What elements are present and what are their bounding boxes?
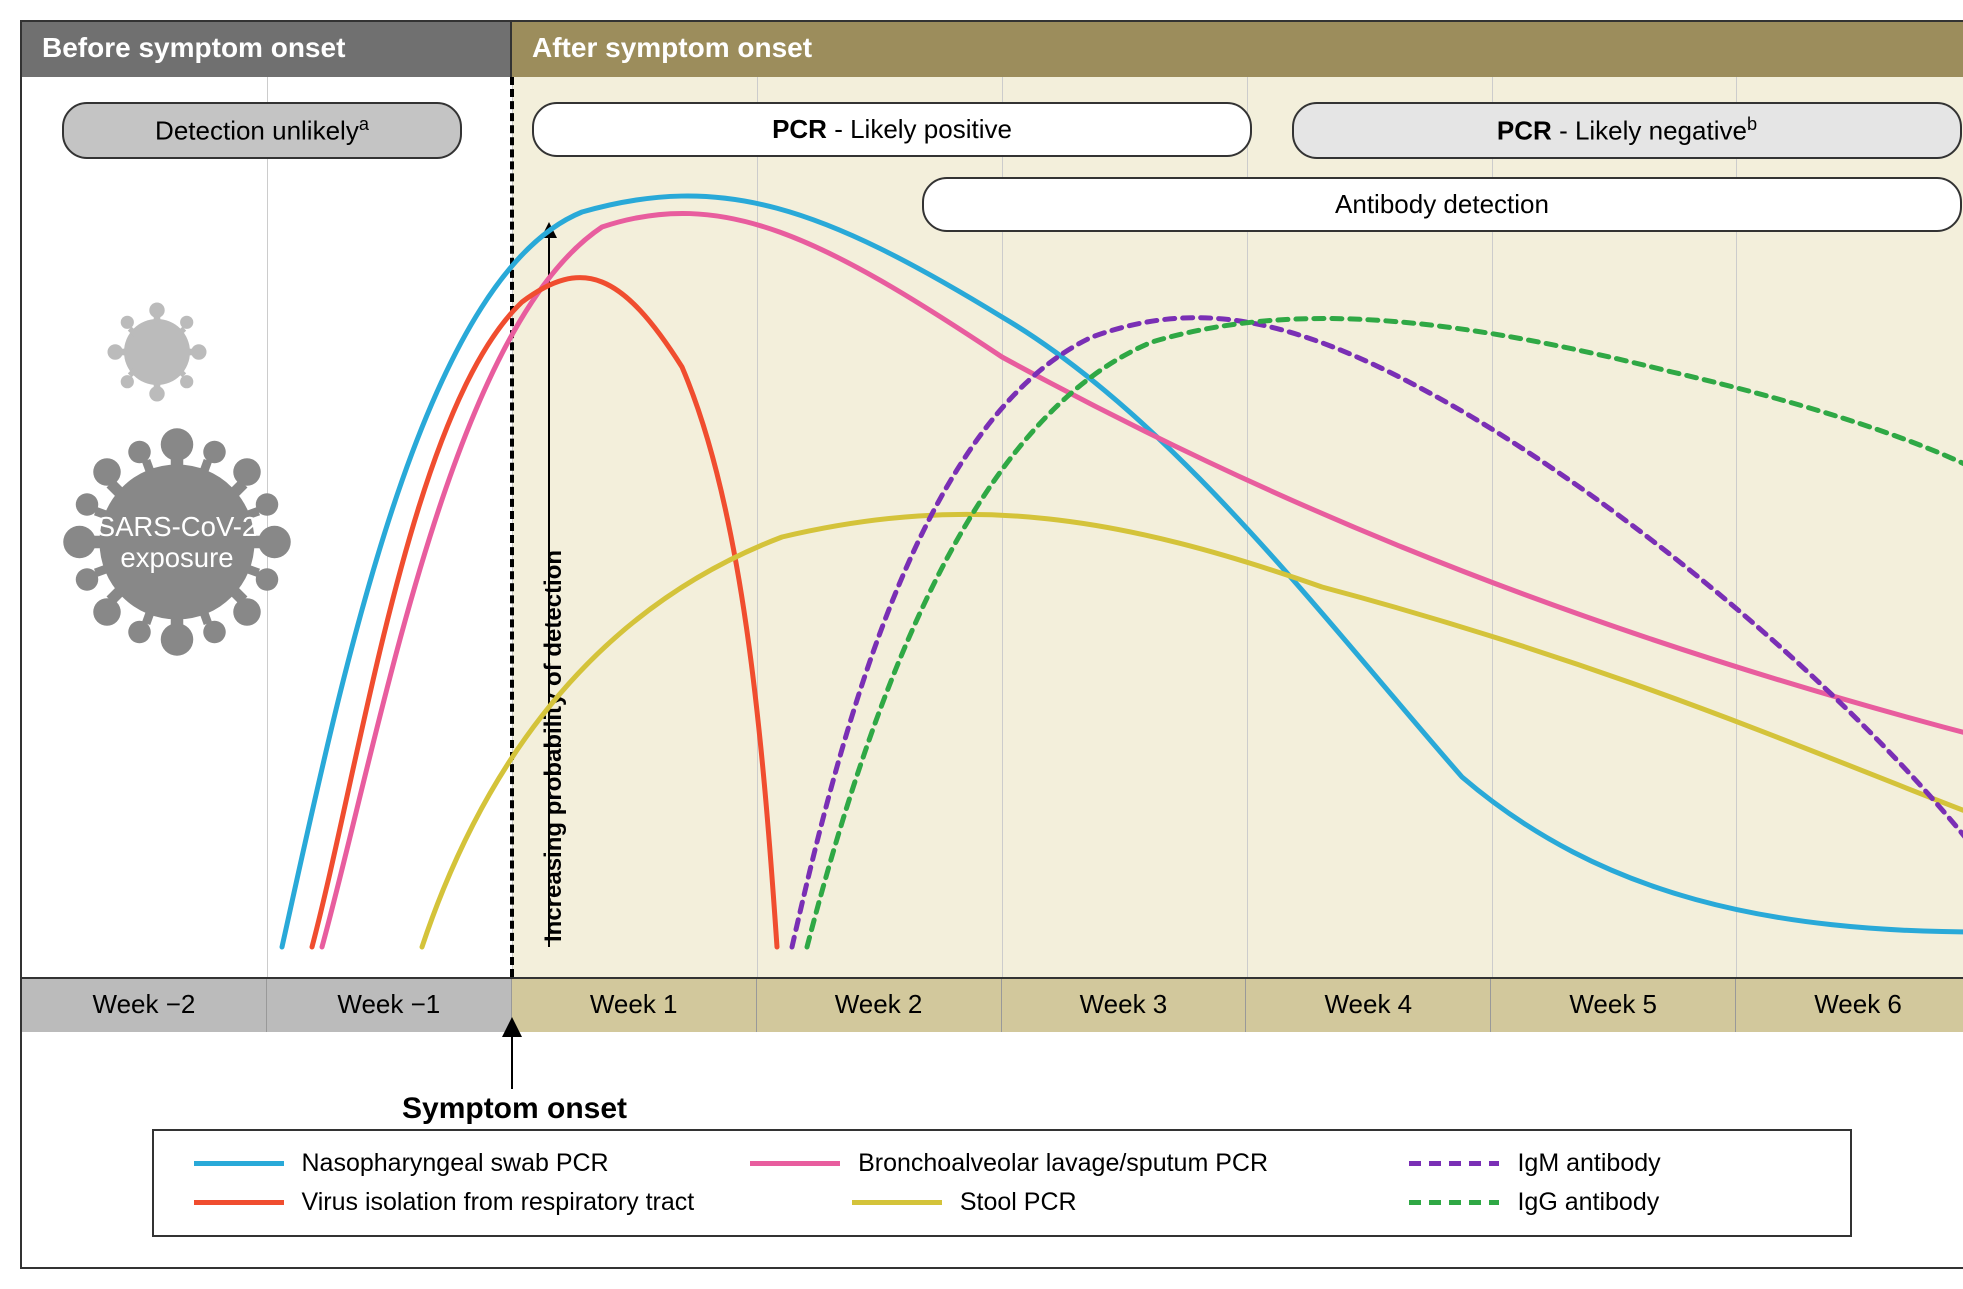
week-cell: Week −2: [22, 979, 267, 1032]
legend-swatch: [1409, 1161, 1499, 1166]
week-cell: Week 6: [1736, 979, 1963, 1032]
week-cell: Week 1: [512, 979, 757, 1032]
curve-igm: [792, 318, 1963, 947]
legend-swatch: [194, 1161, 284, 1166]
legend-label: Nasopharyngeal swab PCR: [302, 1149, 609, 1178]
week-cell: Week 4: [1246, 979, 1491, 1032]
week-cell: Week 2: [757, 979, 1002, 1032]
legend-label: Virus isolation from respiratory tract: [302, 1188, 695, 1217]
week-cell: Week 5: [1491, 979, 1736, 1032]
curve-igg: [807, 319, 1963, 947]
week-row: Week −2Week −1Week 1Week 2Week 3Week 4We…: [22, 977, 1963, 1032]
symptom-arrow-head: [502, 1017, 522, 1037]
legend-label: Bronchoalveolar lavage/sputum PCR: [858, 1149, 1268, 1178]
legend-item: Nasopharyngeal swab PCR: [194, 1149, 609, 1178]
curve-naso: [282, 196, 1963, 947]
legend-swatch: [1409, 1200, 1499, 1205]
legend-item: Bronchoalveolar lavage/sputum PCR: [750, 1149, 1268, 1178]
header-before: Before symptom onset: [22, 22, 512, 77]
curve-stool: [422, 514, 1963, 947]
legend-swatch: [852, 1200, 942, 1205]
curve-virus_iso: [312, 278, 777, 947]
week-cell: Week −1: [267, 979, 512, 1032]
symptom-onset-label: Symptom onset: [402, 1092, 627, 1126]
curve-bal: [322, 213, 1963, 947]
curves-svg: [22, 77, 1963, 977]
legend-swatch: [194, 1200, 284, 1205]
legend-item: Stool PCR: [852, 1188, 1252, 1217]
header-after: After symptom onset: [512, 22, 1963, 77]
legend-item: Virus isolation from respiratory tract: [194, 1188, 695, 1217]
symptom-arrow-line: [511, 1034, 513, 1089]
legend-box: Nasopharyngeal swab PCR Bronchoalveolar l…: [152, 1129, 1852, 1237]
legend-label: IgM antibody: [1517, 1149, 1660, 1178]
legend-label: Stool PCR: [960, 1188, 1077, 1217]
legend-label: IgG antibody: [1517, 1188, 1659, 1217]
week-cell: Week 3: [1002, 979, 1247, 1032]
chart-area: Detection unlikelya PCR - Likely positiv…: [22, 77, 1963, 977]
legend-item: IgG antibody: [1409, 1188, 1809, 1217]
legend-swatch: [750, 1161, 840, 1166]
legend-item: IgM antibody: [1409, 1149, 1809, 1178]
